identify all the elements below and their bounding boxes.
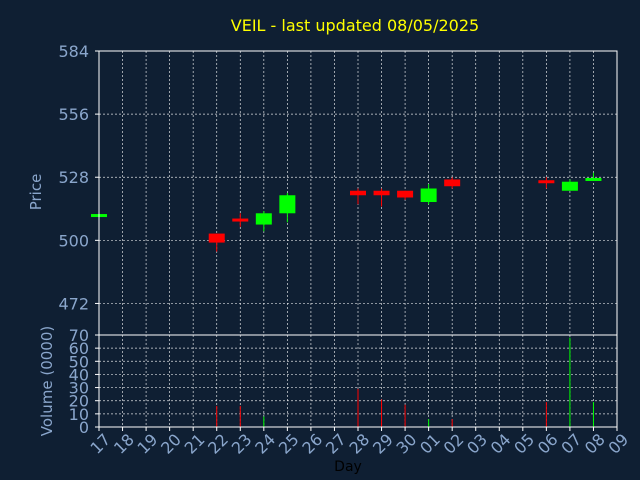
- candle-body: [420, 188, 437, 203]
- candle-body: [232, 218, 249, 222]
- candle-body: [585, 177, 602, 181]
- candle-28: [350, 188, 366, 205]
- price-y-ticks: 472 500 528 556 584: [58, 42, 99, 313]
- candle-08: [585, 172, 602, 181]
- volume-axis-label: Volume (0000): [38, 326, 56, 436]
- volume-tick-label: 0: [79, 418, 89, 437]
- candle-24: [255, 211, 272, 232]
- candle-02: [444, 177, 461, 189]
- volume-tick-label: 20: [69, 392, 89, 411]
- candle-body: [255, 213, 272, 225]
- candle-30: [397, 190, 414, 200]
- volume-tick-label: 70: [69, 326, 89, 345]
- volume-bars: [216, 337, 594, 427]
- volume-tick-label: 10: [69, 405, 89, 424]
- candle-body: [538, 180, 555, 184]
- price-tick-label: 556: [58, 105, 89, 124]
- candle-body: [561, 181, 578, 191]
- price-tick-label: 472: [58, 294, 89, 313]
- candle-body: [444, 179, 461, 187]
- volume-tick-label: 50: [69, 352, 89, 371]
- candle-body: [373, 190, 390, 196]
- candle-01: [420, 183, 437, 205]
- candle-body: [350, 190, 366, 196]
- price-tick-label: 528: [58, 168, 89, 187]
- volume-tick-label: 30: [69, 379, 89, 398]
- chart-title: VEIL - last updated 08/05/2025: [231, 16, 479, 35]
- volume-tick-label: 60: [69, 339, 89, 358]
- candle-body: [208, 233, 225, 243]
- candle-22: [208, 233, 225, 252]
- candle-body: [397, 190, 414, 198]
- candle-23: [232, 213, 249, 227]
- candle-25: [279, 193, 296, 223]
- price-tick-label: 500: [58, 231, 89, 250]
- volume-tick-label: 40: [69, 365, 89, 384]
- candle-06: [538, 177, 555, 189]
- candle-07: [561, 179, 578, 191]
- price-candles: [91, 172, 602, 252]
- price-tick-label: 584: [58, 42, 89, 61]
- price-axis-label: Price: [27, 174, 45, 211]
- candle-29: [373, 188, 390, 207]
- candle-body: [279, 195, 296, 214]
- x-axis-label: Day: [334, 459, 362, 475]
